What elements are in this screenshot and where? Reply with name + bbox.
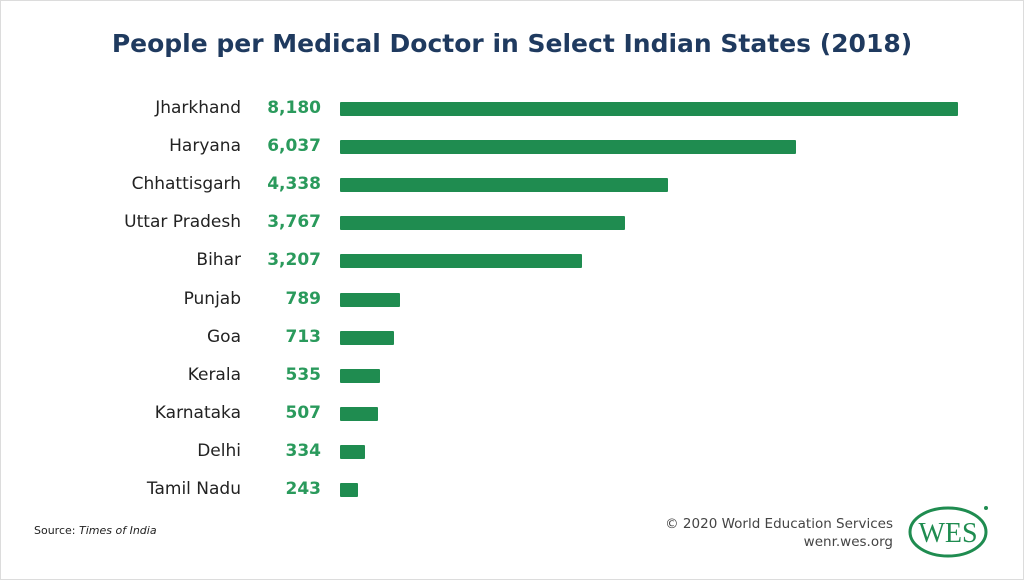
source-prefix: Source: [34,524,79,537]
bar-jharkhand [340,102,958,116]
category-label: Tamil Nadu [146,479,241,499]
category-label: Uttar Pradesh [124,212,241,233]
website-url: wenr.wes.org [803,534,893,550]
category-label: Karnataka [154,402,241,423]
chart-title: People per Medical Doctor in Select Indi… [111,29,913,58]
category-label: Punjab [183,288,241,309]
value-label: 334 [285,440,322,461]
bar-bihar [340,254,583,269]
category-label: Delhi [197,440,241,461]
value-label: 713 [285,326,322,347]
category-label: Kerala [187,364,241,385]
category-label: Goa [207,326,241,347]
bar-uttar-pradesh [340,216,625,231]
bar-chhattisgarh [340,178,668,193]
category-label: Bihar [196,250,241,271]
category-label: Jharkhand [155,98,241,118]
bar-haryana [340,140,797,155]
bar-goa [340,330,394,345]
value-label: 8,180 [267,98,321,118]
value-label: 243 [285,479,322,499]
value-label: 3,767 [267,212,321,233]
value-label: 4,338 [267,174,321,195]
source-name: Times of India [78,524,157,537]
category-label: Chhattisgarh [131,174,241,195]
wes-logo: WES [908,506,988,558]
svg-text:WES: WES [918,518,977,549]
bar-karnataka [340,406,379,421]
source-note: Source: Times of India [34,524,157,537]
value-label: 507 [285,402,322,423]
bar-tamil-nadu [340,483,359,497]
copyright-block: © 2020 World Education Services wenr.wes… [665,515,893,551]
bar-punjab [340,292,400,307]
bar-kerala [340,368,381,383]
value-label: 6,037 [267,136,321,157]
category-label: Haryana [169,136,241,157]
bar-delhi [340,444,366,459]
value-label: 789 [285,288,322,309]
copyright: © 2020 World Education Services [665,516,893,532]
value-label: 535 [285,364,322,385]
value-label: 3,207 [267,250,321,271]
